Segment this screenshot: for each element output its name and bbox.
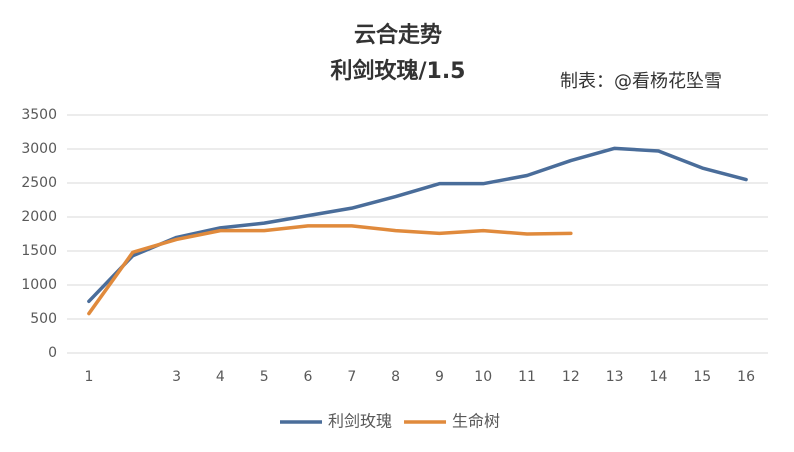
y-tick-label: 3500 [21,107,57,123]
y-tick-label: 2500 [21,175,57,191]
y-tick-label: 500 [30,311,57,327]
x-tick-label: 14 [650,369,668,385]
x-tick-label: 4 [216,369,225,385]
x-tick-label: 5 [260,369,269,385]
x-tick-label: 6 [304,369,313,385]
series-line [87,224,573,316]
y-tick-label: 2000 [21,209,57,225]
x-tick-label: 3 [172,369,181,385]
y-tick-label: 1000 [21,277,57,293]
x-tick-label: 15 [693,369,711,385]
y-tick-label: 0 [48,345,57,361]
annotation: 制表：@看杨花坠雪 [560,71,722,92]
chart-subtitle: 利剑玫瑰/1.5 [330,58,465,84]
y-tick-label: 3000 [21,141,57,157]
y-tick-label: 1500 [21,243,57,259]
x-tick-label: 11 [518,369,536,385]
legend-label: 利剑玫瑰 [328,412,392,431]
legend-label: 生命树 [452,412,500,431]
x-tick-label: 10 [474,369,492,385]
x-tick-label: 8 [391,369,400,385]
chart-title: 云合走势 [354,22,442,48]
x-tick-label: 13 [606,369,624,385]
x-tick-label: 7 [347,369,356,385]
x-tick-label: 16 [737,369,755,385]
x-tick-label: 1 [84,369,93,385]
x-tick-label: 9 [435,369,444,385]
x-tick-label: 12 [562,369,580,385]
series-line [87,146,748,304]
